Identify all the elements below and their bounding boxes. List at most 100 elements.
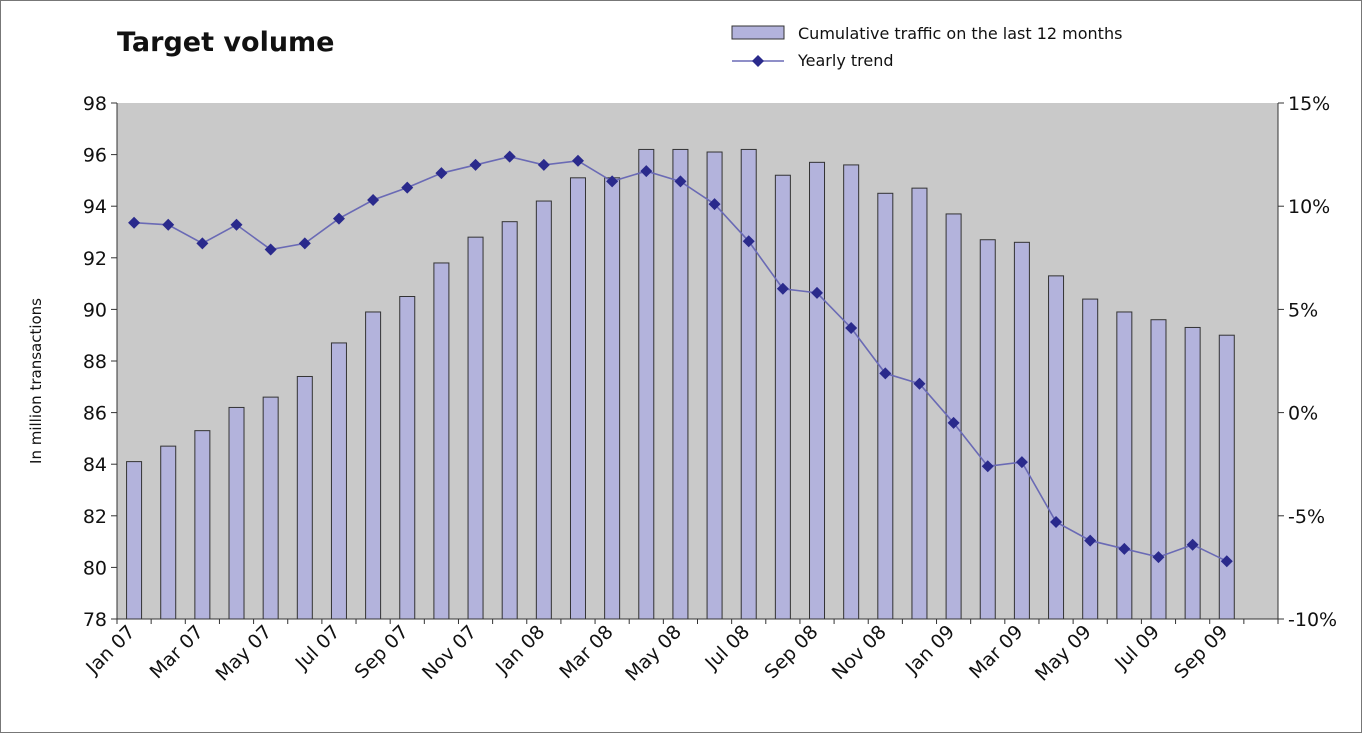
line-point [1015, 456, 1028, 469]
bar [1082, 298, 1099, 620]
x-tick-label: Nov 07 [418, 621, 481, 684]
line-point [981, 460, 994, 473]
line-point [128, 216, 141, 229]
bar [160, 445, 177, 620]
x-tick-label: Mar 08 [555, 621, 617, 683]
line-series-yearly-trend [128, 150, 1233, 568]
line-point [298, 237, 311, 250]
line-point [1084, 534, 1097, 547]
x-tick-label: May 09 [1031, 621, 1096, 686]
x-tick-label: Sep 09 [1170, 621, 1232, 683]
y2-tick-label: 15% [1288, 93, 1330, 115]
legend-label-bars: Cumulative traffic on the last 12 months [798, 24, 1122, 43]
y-tick-label: 94 [83, 196, 107, 218]
line-point [230, 218, 243, 231]
bar [1150, 319, 1167, 620]
line-point [469, 158, 482, 171]
bar [1048, 275, 1065, 620]
bar [843, 164, 860, 620]
x-tick-label: Jan 09 [901, 621, 959, 679]
line-point [367, 194, 380, 207]
bar [809, 161, 826, 620]
line-point [196, 237, 209, 250]
bar-series-cumulative-traffic [126, 148, 1235, 620]
x-tick-label: Jul 07 [291, 621, 345, 675]
bar [1184, 326, 1201, 620]
y-tick-label: 78 [83, 609, 107, 631]
x-tick-label: May 07 [211, 621, 276, 686]
y-tick-label: 82 [83, 506, 107, 528]
x-tick-label: Nov 08 [828, 621, 891, 684]
line-point [640, 165, 653, 178]
x-axis-ticks: Jan 07 Mar 07 May 07 Jul 07 Sep 07 Nov 07 Jan … [81, 619, 1279, 686]
line-point [845, 321, 858, 334]
chart-title: Target volume [117, 27, 335, 58]
line-point [537, 158, 550, 171]
line-point [162, 218, 175, 231]
x-tick-label: Mar 09 [965, 621, 1027, 683]
bar [296, 375, 313, 620]
y-tick-label: 98 [83, 93, 107, 115]
line-point [776, 282, 789, 295]
line-point [674, 175, 687, 188]
bar [979, 239, 996, 620]
line-point [503, 150, 516, 163]
bar [774, 174, 791, 620]
line-point [606, 175, 619, 188]
bar [638, 148, 655, 620]
line-point [708, 198, 721, 211]
y-tick-label: 84 [83, 454, 107, 476]
y-tick-label: 88 [83, 351, 107, 373]
bar [501, 221, 518, 620]
x-tick-label: May 08 [621, 621, 686, 686]
x-tick-label: Sep 07 [351, 621, 413, 683]
bar [126, 461, 143, 620]
legend-marker-line [752, 55, 764, 67]
line-point [1050, 515, 1063, 528]
x-tick-label: Jul 08 [700, 621, 754, 675]
y-tick-label: 90 [83, 299, 107, 321]
bar [262, 396, 279, 620]
line-point [913, 377, 926, 390]
bar [330, 342, 347, 620]
bar [672, 148, 689, 620]
legend-swatch-bars [731, 25, 785, 40]
line-point [1152, 551, 1165, 564]
bar [1218, 334, 1235, 620]
line-point [811, 286, 824, 299]
x-tick-label: Mar 07 [146, 621, 208, 683]
y-tick-label: 86 [83, 403, 107, 425]
line-point [947, 416, 960, 429]
line-point [435, 167, 448, 180]
x-tick-label: Jan 08 [491, 621, 549, 679]
bar [911, 187, 928, 620]
bar [1013, 241, 1030, 620]
y2-tick-label: 10% [1288, 196, 1330, 218]
x-tick-label: Sep 08 [760, 621, 822, 683]
line-point [1220, 555, 1233, 568]
x-tick-label: Jul 09 [1110, 621, 1164, 675]
bar [399, 296, 416, 620]
bar [569, 177, 586, 620]
line-point [1118, 542, 1131, 555]
bar [467, 236, 484, 620]
y2-tick-label: 0% [1288, 403, 1318, 425]
plot-area [117, 103, 1278, 619]
bar [740, 148, 757, 620]
bar [877, 192, 894, 620]
line-point [1186, 538, 1199, 551]
y-tick-label: 80 [83, 557, 107, 579]
bar [706, 151, 723, 620]
y-axis-label: In million transactions [27, 298, 45, 464]
legend-label-line: Yearly trend [797, 51, 894, 70]
bar [194, 430, 211, 620]
right-axis-ticks: -10% -5% 0% 5% 10% 15% [1278, 93, 1337, 631]
bar [1116, 311, 1133, 620]
y2-tick-label: 5% [1288, 299, 1318, 321]
bar [228, 406, 245, 620]
legend: Cumulative traffic on the last 12 months… [731, 24, 1122, 70]
bar [535, 200, 552, 620]
bar [604, 177, 621, 620]
y2-tick-label: -10% [1288, 609, 1337, 631]
